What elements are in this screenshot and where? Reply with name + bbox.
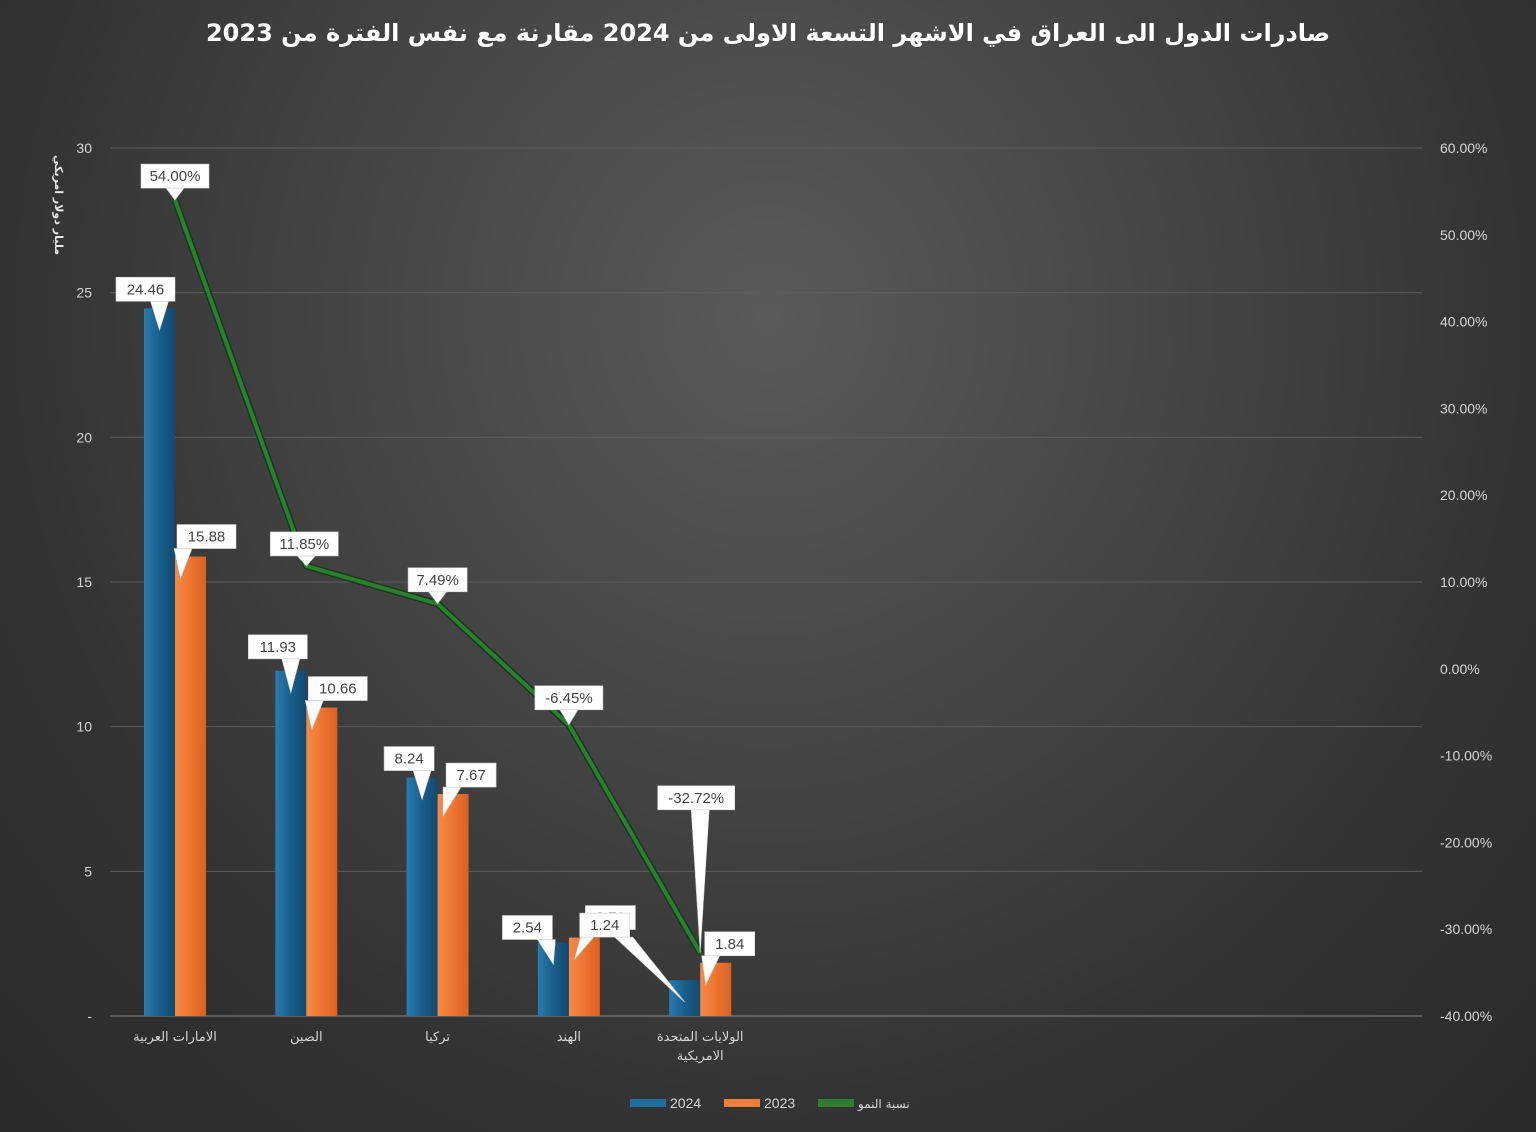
y2-tick-label: -20.00%	[1440, 834, 1492, 850]
y-tick-label: 25	[76, 285, 92, 301]
legend-label: نسبة النمو	[857, 1097, 910, 1112]
data-label-text: 7.49%	[416, 572, 459, 589]
data-label-box	[657, 785, 736, 811]
data-label: 7.67	[442, 762, 497, 818]
category-label: تركيا	[425, 1030, 450, 1045]
legend-swatch	[724, 1099, 760, 1107]
data-label: 8.24	[383, 746, 435, 801]
y2-tick-label: -10.00%	[1440, 748, 1492, 764]
data-label-box	[534, 685, 604, 711]
y-axis-ticks: - 5 10 15 20 25 30	[76, 140, 92, 1024]
data-label-box	[579, 912, 631, 938]
data-label-text: 11.93	[260, 639, 296, 656]
data-label-text: -6.45%	[545, 690, 593, 707]
data-label-box	[248, 634, 308, 660]
data-label: -32.72%	[657, 785, 736, 953]
data-label-text: -32.72%	[668, 790, 724, 807]
data-label-box	[269, 531, 339, 557]
y2-tick-label: -40.00%	[1440, 1008, 1492, 1024]
data-label-text: 7.67	[456, 767, 485, 784]
y-tick-label: -	[87, 1008, 92, 1024]
data-label-text: 54.00%	[150, 168, 201, 185]
y2-tick-label: 10.00%	[1440, 574, 1487, 590]
data-label-pointer	[165, 187, 185, 201]
y2-tick-label: 0.00%	[1440, 661, 1480, 677]
bar-2023	[175, 556, 206, 1016]
data-label-text: 15.88	[188, 529, 226, 546]
y-tick-label: 20	[76, 429, 92, 445]
data-label-box	[502, 915, 553, 940]
data-label-text: 24.46	[127, 281, 165, 298]
data-label-box	[176, 524, 237, 549]
category-label: الصين	[290, 1030, 323, 1045]
bar-2024	[406, 777, 438, 1016]
data-label-box	[140, 163, 210, 189]
data-label: 7.49%	[407, 567, 468, 605]
bar-2023	[306, 707, 338, 1016]
data-label-pointer	[690, 809, 710, 953]
data-label: -6.45%	[534, 685, 604, 726]
y-tick-label: 30	[76, 140, 92, 156]
bars	[144, 308, 732, 1017]
data-label-pointer	[613, 936, 685, 1003]
data-label: 11.85%	[269, 531, 339, 567]
data-label: 24.46	[115, 276, 176, 332]
data-label: 10.66	[304, 676, 368, 731]
data-label-text: 10.66	[319, 681, 357, 698]
y2-tick-label: 60.00%	[1440, 140, 1487, 156]
category-label: الهند	[557, 1030, 581, 1045]
data-label: 15.88	[173, 524, 237, 580]
y2-tick-label: 20.00%	[1440, 487, 1487, 503]
data-label-box	[704, 931, 756, 957]
y2-tick-label: 50.00%	[1440, 227, 1487, 243]
legend: 2024 2023 نسبة النمو	[630, 1095, 910, 1112]
bar-2023	[568, 937, 600, 1016]
category-label: الامارات العربية	[133, 1030, 217, 1045]
y-tick-label: 5	[84, 863, 92, 879]
y-axis-label: مليار دولار امريكي	[52, 155, 65, 255]
data-label-box	[115, 276, 176, 302]
data-label-box	[407, 567, 468, 593]
data-label: 54.00%	[140, 163, 210, 201]
chart-title: صادرات الدول الى العراق في الاشهر التسعة…	[206, 19, 1330, 47]
data-label: 2.54	[502, 915, 556, 966]
y2-tick-label: -30.00%	[1440, 921, 1492, 937]
data-labels: 24.4615.8811.9310.668.247.672.542.711.24…	[115, 163, 756, 1003]
category-label: الولايات المتحدة	[657, 1030, 744, 1045]
data-label: 11.93	[248, 634, 308, 694]
legend-label: 2024	[670, 1095, 701, 1111]
data-label-text: 2.54	[513, 920, 542, 937]
y-tick-label: 15	[76, 574, 92, 590]
y-tick-label: 10	[76, 719, 92, 735]
legend-label: 2023	[764, 1095, 795, 1111]
category-labels: الامارات العربية الصين تركيا الهند الولايات …	[133, 1030, 743, 1064]
category-label-cont: الامريكية	[677, 1049, 724, 1064]
data-label: 1.84	[701, 931, 756, 986]
data-label-text: 1.24	[590, 917, 619, 934]
data-label: 1.24	[579, 912, 685, 1003]
data-label-box	[445, 762, 497, 788]
bar-2024	[669, 980, 701, 1016]
y2-axis-ticks: -40.00% -30.00% -20.00% -10.00% 0.00% 10.00% 2…	[1440, 140, 1492, 1024]
legend-swatch	[630, 1099, 666, 1107]
bar-2024	[275, 670, 307, 1016]
data-label-box	[307, 676, 368, 701]
bar-2023	[437, 794, 469, 1016]
data-label-text: 11.85%	[279, 536, 329, 553]
legend-swatch	[818, 1099, 854, 1107]
data-label-box	[383, 746, 435, 771]
bar-2024	[144, 308, 175, 1017]
y2-tick-label: 40.00%	[1440, 314, 1487, 330]
data-label-text: 1.84	[715, 936, 744, 953]
data-label-text: 8.24	[394, 751, 423, 768]
y2-tick-label: 30.00%	[1440, 400, 1487, 416]
